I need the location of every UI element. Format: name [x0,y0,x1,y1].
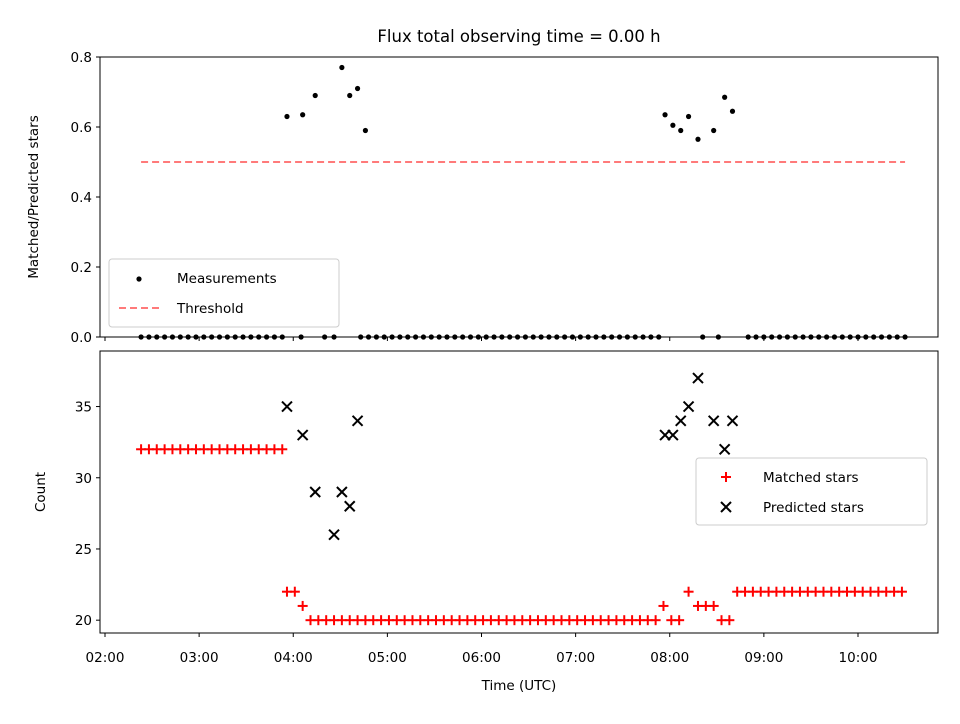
predicted-x-b [309,486,321,498]
measurement-point [300,112,306,118]
matched-star-point [674,615,685,626]
predicted-star-point [296,429,309,441]
bottom-panel: 20 25 30 35 02:00 03:00 04:00 05:00 06:00 07:00 08… [33,350,939,694]
legend-x-b [720,501,732,513]
bottom-xtick-label: 10:00 [839,650,878,666]
legend-threshold-label: Threshold [176,301,244,317]
bottom-xtick-label: 02:00 [86,650,125,666]
predicted-x-b [351,415,364,427]
matched-star-point [297,600,308,611]
legend-predicted-label: Predicted stars [763,500,864,516]
measurement-point [685,113,692,120]
measurement-point [284,113,290,120]
predicted-star-point [692,372,704,384]
predicted-star-point [718,443,731,455]
legend-matched-label: Matched stars [763,470,859,486]
legend-matched-marker [721,472,731,482]
matched-star-point [658,600,669,611]
predicted-x-b [718,443,731,455]
legend-measurements-marker [136,276,142,282]
predicted-x-b [667,429,679,441]
bottom-xtick-label: 08:00 [650,650,689,666]
top-ytick-label: 0.4 [71,190,92,206]
predicted-star-point [344,500,356,512]
top-legend: Measurements Threshold [108,258,340,328]
matched-star-point [289,586,300,597]
predicted-star-point [336,486,348,498]
bottom-ylabel: Count [33,472,49,512]
chart-title: Flux total observing time = 0.00 h [377,27,660,46]
predicted-x-b [296,429,309,441]
measurement-point [729,108,736,114]
matched-star-point [683,586,694,597]
measurement-point [662,112,668,118]
measurement-point [347,92,353,99]
bottom-xlabel: Time (UTC) [481,678,557,694]
predicted-x-b [726,415,739,427]
bottom-xtick-label: 05:00 [368,650,407,666]
measurement-point [670,122,676,128]
bottom-xtick-label: 07:00 [556,650,595,666]
predicted-x-b [675,415,687,427]
top-ylabel: Matched/Predicted stars [26,115,42,278]
predicted-star-point [328,529,340,541]
top-ytick-label: 0.2 [71,260,92,276]
predicted-star-point [351,415,364,427]
matched-star-point [277,444,288,455]
predicted-star-point [675,415,687,427]
predicted-star-point [726,415,739,427]
predicted-x-b [682,400,695,413]
predicted-x-b [692,372,704,384]
top-axes-frame [99,56,939,338]
bottom-axes-frame [99,350,939,634]
top-ytick-label: 0.8 [71,50,92,66]
matched-star-point [896,586,907,597]
predicted-x-b [336,486,348,498]
predicted-x-b [707,415,720,427]
bottom-xtick-label: 04:00 [274,650,313,666]
bottom-xtick-label: 09:00 [744,650,783,666]
top-ytick-label: 0.0 [71,330,92,346]
measurement-point [722,94,728,100]
measurement-point [678,127,684,134]
bottom-legend: Matched stars Predicted stars [695,457,928,526]
predicted-star-point [309,486,321,498]
top-ytick-label: 0.6 [71,120,92,136]
measurement-point [695,136,701,142]
predicted-x-b [281,400,293,413]
predicted-x-b [328,529,340,541]
predicted-star-point [682,400,695,413]
measurement-point [362,127,369,134]
predicted-x-b [344,500,356,512]
measurement-point [354,85,361,92]
legend-predicted-marker [720,501,732,513]
bottom-xtick-label: 03:00 [180,650,219,666]
predicted-star-point [707,415,720,427]
top-legend-box [108,258,340,328]
top-panel: 0.00.20.40.60.8 Matched/Predicted stars … [26,50,939,346]
measurement-point [711,127,717,134]
bottom-xtick-label: 06:00 [462,650,501,666]
legend-measurements-label: Measurements [177,271,277,287]
bottom-legend-box [695,457,928,526]
predicted-star-point [667,429,679,441]
matched-star-point [650,615,661,626]
bottom-ytick-label: 30 [75,471,92,487]
bottom-ytick-label: 25 [75,542,92,558]
matched-star-point [724,615,735,626]
measurement-point [339,64,345,71]
matched-star-point [708,600,719,611]
measurement-point [312,92,318,99]
bottom-ytick-label: 35 [75,400,92,416]
predicted-star-point [281,400,293,413]
bottom-ytick-label: 20 [75,613,92,629]
